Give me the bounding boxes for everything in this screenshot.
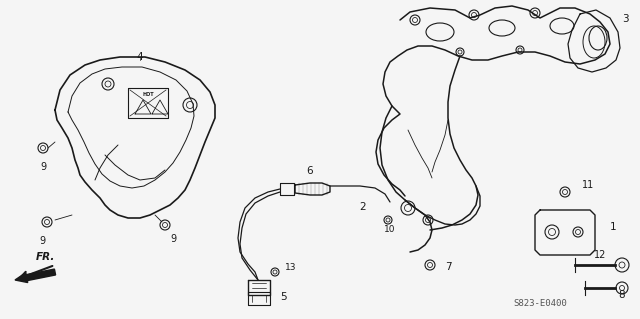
- Text: 12: 12: [594, 250, 606, 260]
- Text: S823-E0400: S823-E0400: [513, 299, 567, 308]
- FancyArrow shape: [15, 269, 56, 283]
- Text: 9: 9: [40, 162, 46, 172]
- Text: FR.: FR.: [35, 252, 54, 262]
- Text: 11: 11: [582, 180, 595, 190]
- Text: 10: 10: [384, 225, 396, 234]
- Text: 5: 5: [280, 292, 287, 302]
- Text: 9: 9: [170, 234, 176, 244]
- Text: 4: 4: [137, 52, 143, 62]
- Text: 13: 13: [285, 263, 296, 272]
- Text: 6: 6: [307, 166, 314, 176]
- Text: 8: 8: [619, 290, 625, 300]
- Text: 2: 2: [360, 202, 366, 212]
- Text: HOT: HOT: [142, 93, 154, 98]
- Text: 1: 1: [610, 222, 616, 232]
- Text: 7: 7: [445, 262, 452, 272]
- Text: 3: 3: [622, 14, 628, 24]
- Text: 9: 9: [39, 236, 45, 246]
